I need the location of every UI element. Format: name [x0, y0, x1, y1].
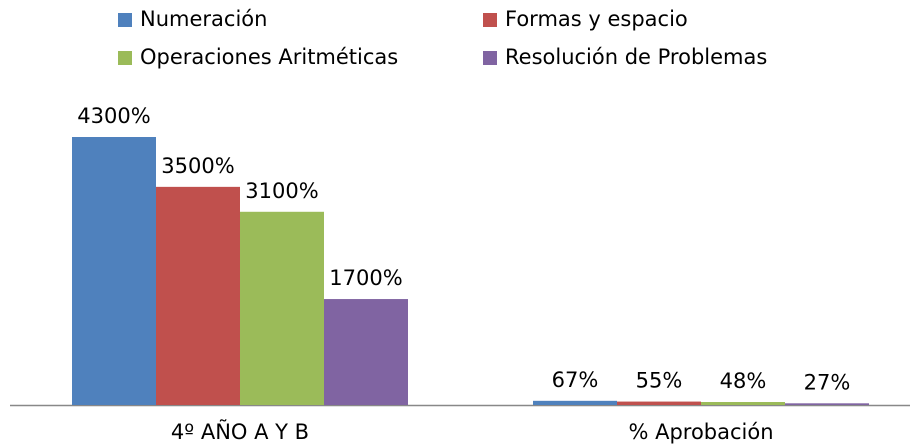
data-label: 3100%: [245, 179, 318, 203]
data-label: 3500%: [161, 154, 234, 178]
data-label: 27%: [804, 370, 851, 394]
bar: [156, 186, 240, 405]
data-label: 55%: [636, 369, 683, 393]
legend-swatch: [118, 51, 132, 65]
data-label: 4300%: [77, 104, 150, 128]
legend-label: Numeración: [140, 7, 267, 31]
bar: [617, 401, 701, 405]
bar: [324, 299, 408, 405]
bar: [533, 400, 617, 405]
legend-label: Formas y espacio: [505, 7, 688, 31]
data-label: 67%: [552, 368, 599, 392]
bar: [72, 137, 156, 405]
legend-swatch: [483, 51, 497, 65]
bar: [785, 403, 869, 405]
legend-swatch: [483, 13, 497, 27]
data-label: 1700%: [329, 266, 402, 290]
legend-label: Resolución de Problemas: [505, 45, 767, 69]
x-tick-label: % Aprobación: [628, 420, 773, 444]
bar: [701, 402, 785, 405]
data-label: 48%: [720, 369, 767, 393]
legend-label: Operaciones Aritméticas: [140, 45, 398, 69]
x-tick-label: 4º AÑO A Y B: [171, 418, 309, 444]
bar: [240, 211, 324, 405]
legend-swatch: [118, 13, 132, 27]
